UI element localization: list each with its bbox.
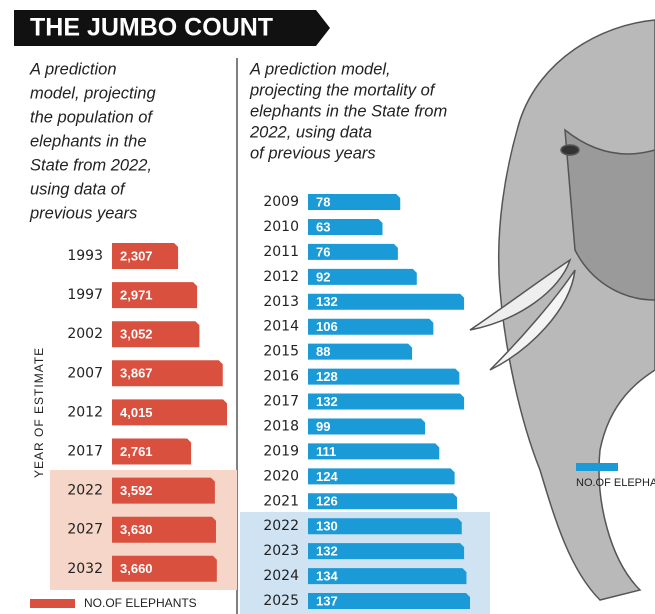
bar xyxy=(308,368,460,385)
value-label: 137 xyxy=(316,593,338,608)
value-label: 92 xyxy=(316,269,330,284)
category-label: 2022 xyxy=(67,483,103,499)
value-label: 130 xyxy=(316,519,338,534)
bar xyxy=(308,318,434,335)
bar xyxy=(112,555,217,582)
subtitle: State from 2022, xyxy=(30,156,152,174)
subtitle: previous years xyxy=(29,204,137,222)
value-label: 3,052 xyxy=(120,327,153,342)
subtitle: elephants in the State from xyxy=(250,102,447,120)
y-axis-label: YEAR OF ESTIMATE xyxy=(32,347,46,478)
bar xyxy=(308,593,470,610)
value-label: 3,592 xyxy=(120,483,153,498)
category-label: 1993 xyxy=(67,248,103,264)
bar xyxy=(112,360,223,387)
bar xyxy=(112,399,227,426)
category-label: 2019 xyxy=(263,443,299,459)
subtitle: elephants in the xyxy=(30,132,147,150)
category-label: 2007 xyxy=(67,365,103,381)
bar xyxy=(308,568,467,585)
category-label: 2020 xyxy=(263,468,299,484)
title: THE JUMBO COUNT xyxy=(30,14,273,42)
category-label: 2010 xyxy=(263,219,299,235)
subtitle: using data of xyxy=(30,180,127,198)
bar xyxy=(308,218,383,235)
bar xyxy=(111,516,216,543)
category-label: 2024 xyxy=(263,568,299,584)
bar xyxy=(111,321,200,348)
bar xyxy=(308,493,457,510)
category-label: 2012 xyxy=(67,404,103,420)
bar xyxy=(308,243,398,260)
bar xyxy=(112,282,198,309)
category-label: 2011 xyxy=(263,244,299,260)
subtitle: the population of xyxy=(30,108,154,126)
value-label: 3,867 xyxy=(120,366,153,381)
legend-swatch xyxy=(576,463,618,471)
value-label: 88 xyxy=(316,344,330,359)
elephant-illustration xyxy=(469,19,655,601)
category-label: 2012 xyxy=(263,269,299,285)
value-label: 2,307 xyxy=(120,248,153,263)
category-label: 2009 xyxy=(263,194,299,210)
category-label: 2017 xyxy=(263,394,299,410)
category-label: 2014 xyxy=(263,319,299,335)
title-box xyxy=(14,10,330,46)
legend-swatch xyxy=(30,599,75,608)
value-label: 111 xyxy=(316,444,336,459)
subtitle: model, projecting xyxy=(30,84,156,102)
value-label: 99 xyxy=(316,419,330,434)
value-label: 78 xyxy=(316,194,330,209)
legend-label: NO.OF ELEPHANTS xyxy=(84,596,197,610)
category-label: 2032 xyxy=(67,561,103,577)
value-label: 76 xyxy=(316,244,330,259)
bar xyxy=(308,443,440,460)
value-label: 2,971 xyxy=(120,288,153,303)
category-label: 2002 xyxy=(67,326,103,342)
subtitle: A prediction model, xyxy=(249,60,391,78)
category-label: 1997 xyxy=(67,287,103,303)
subtitle: A prediction xyxy=(29,60,117,78)
bar xyxy=(308,393,465,410)
value-label: 134 xyxy=(316,569,338,584)
bar xyxy=(112,243,179,269)
legend-label: NO.OF ELEPHANTS xyxy=(576,477,655,489)
value-label: 124 xyxy=(316,469,338,484)
category-label: 2022 xyxy=(263,518,299,534)
value-label: 128 xyxy=(316,369,338,384)
category-label: 2013 xyxy=(263,294,299,310)
value-label: 3,660 xyxy=(120,561,153,576)
category-label: 2016 xyxy=(263,369,299,385)
value-label: 132 xyxy=(316,294,338,309)
bar xyxy=(308,468,455,485)
category-label: 2017 xyxy=(67,444,103,460)
category-label: 2021 xyxy=(263,493,299,509)
bar xyxy=(111,438,192,465)
value-label: 3,630 xyxy=(120,522,153,537)
subtitle: of previous years xyxy=(250,144,376,162)
bar xyxy=(308,343,413,360)
value-label: 106 xyxy=(316,319,338,334)
bar xyxy=(308,543,465,560)
value-label: 4,015 xyxy=(120,405,153,420)
value-label: 132 xyxy=(316,394,338,409)
subtitle: 2022, using data xyxy=(249,123,372,141)
subtitle: projecting the mortality of xyxy=(249,81,437,99)
value-label: 126 xyxy=(316,494,338,509)
value-label: 132 xyxy=(316,544,338,559)
bar xyxy=(308,518,462,535)
category-label: 2018 xyxy=(263,418,299,434)
value-label: 2,761 xyxy=(120,444,153,459)
bar xyxy=(308,418,426,435)
bar xyxy=(308,293,465,310)
category-label: 2023 xyxy=(263,543,299,559)
category-label: 2015 xyxy=(263,344,299,360)
category-label: 2025 xyxy=(263,593,299,609)
bar xyxy=(112,477,215,504)
bar xyxy=(308,194,401,210)
category-label: 2027 xyxy=(67,522,103,538)
value-label: 63 xyxy=(316,219,330,234)
bar xyxy=(308,268,417,285)
